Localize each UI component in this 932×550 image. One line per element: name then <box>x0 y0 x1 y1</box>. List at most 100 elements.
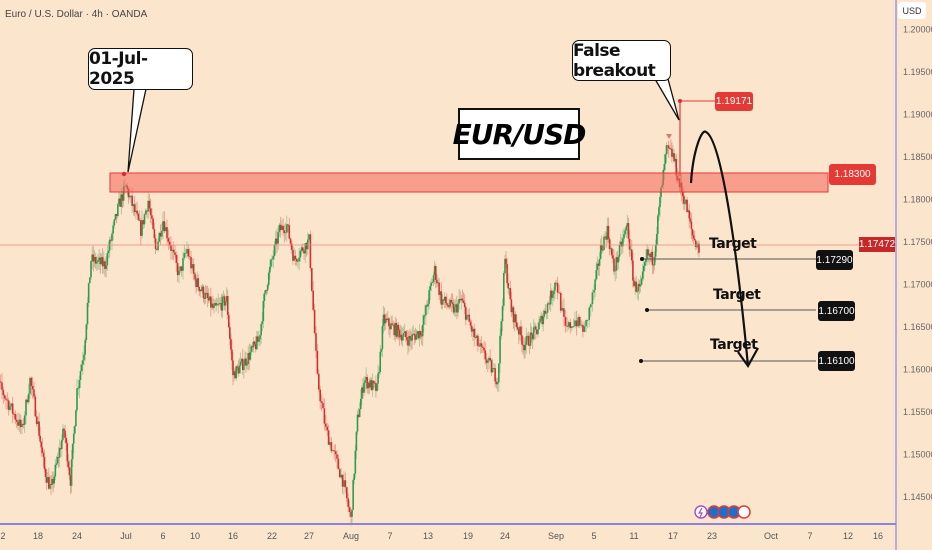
candle-body <box>327 430 330 445</box>
price-tick-label: 1.18000 <box>903 195 932 205</box>
candle-body <box>410 338 412 341</box>
candle-body <box>356 414 359 432</box>
candle-body <box>668 148 671 150</box>
candle-body <box>467 314 469 316</box>
price-tick-label: 1.18500 <box>903 152 932 162</box>
candle-body <box>64 430 66 438</box>
candle-body <box>542 316 545 325</box>
time-axis[interactable]: 2 18 24 Jul 6 10 16 22 27 Aug 7 13 19 24 Sep 5 11 17 23 Oct… <box>0 531 883 541</box>
candle-body <box>48 477 50 489</box>
candle-body <box>300 247 303 251</box>
candle-body <box>246 364 248 366</box>
candle-body <box>654 245 657 257</box>
candle-body <box>505 258 507 265</box>
candle-body <box>31 385 34 390</box>
candle-body <box>524 344 526 351</box>
candle-body <box>365 377 367 381</box>
candle-body <box>202 286 205 299</box>
candle-body <box>451 302 454 304</box>
candle-body <box>76 388 78 411</box>
candle-body <box>489 357 491 361</box>
candle-body <box>158 232 161 242</box>
candle-body <box>118 198 120 205</box>
candle-body <box>516 327 519 330</box>
date-callout[interactable]: 01-Jul-2025 <box>88 48 193 90</box>
candle-body <box>103 261 105 267</box>
candle-body <box>385 318 388 320</box>
symbol-box[interactable]: EUR/USD <box>453 108 586 160</box>
callout-tail-breakout <box>654 78 680 121</box>
time-tick-label: Aug <box>343 531 359 541</box>
candle-body <box>106 253 109 266</box>
candle-body <box>143 214 146 225</box>
candle-body <box>657 215 659 235</box>
candle-body <box>512 307 515 323</box>
candle-body <box>156 249 158 250</box>
symbol-title[interactable]: Euro / U.S. Dollar · 4h · OANDA <box>5 9 148 20</box>
candle-body <box>436 280 438 284</box>
price-tick-label: 1.14500 <box>903 492 932 502</box>
candle-body <box>472 328 474 332</box>
candle-body <box>346 487 348 499</box>
candle-body <box>533 326 536 328</box>
target-dot <box>640 257 644 261</box>
candle-body <box>546 303 549 313</box>
candle-body <box>638 283 641 287</box>
candle-body <box>536 329 538 335</box>
candle-body <box>117 204 119 217</box>
candle-body <box>265 290 268 291</box>
candle-body <box>398 330 401 338</box>
candle-body <box>684 203 686 205</box>
candle-body <box>641 271 644 279</box>
time-tick-label: 10 <box>190 531 200 541</box>
candle-body <box>569 322 572 329</box>
time-tick-label: 16 <box>228 531 238 541</box>
time-tick-label: Oct <box>764 531 779 541</box>
candle-body <box>514 314 517 323</box>
resistance-zone[interactable] <box>109 172 829 193</box>
candle-body <box>0 381 2 383</box>
candle-body <box>389 326 391 330</box>
candle-body <box>688 210 691 219</box>
candle-body <box>586 319 589 321</box>
candle-body <box>627 223 630 239</box>
target-lines <box>641 258 816 362</box>
candle-body <box>293 255 295 261</box>
candle-body <box>561 308 564 311</box>
candle-body <box>93 257 96 262</box>
candle-body <box>604 236 606 238</box>
candle-body <box>339 469 341 478</box>
candle-body <box>84 340 86 355</box>
candle-body <box>283 230 286 234</box>
candle-body <box>226 295 229 315</box>
candle-body <box>19 419 22 428</box>
candle-body <box>692 235 695 239</box>
currency-badge[interactable]: USD <box>898 2 926 19</box>
candle-body <box>438 282 440 295</box>
candle-body <box>323 408 326 424</box>
candle-body <box>448 306 450 308</box>
price-axis[interactable]: 1.20000 1.19500 1.19000 1.18500 1.18000 1.175… <box>903 25 932 503</box>
candle-body <box>393 324 396 336</box>
candle-body <box>131 195 133 207</box>
candle-body <box>337 458 340 470</box>
candle-body <box>366 377 369 389</box>
breakout-callout[interactable]: False breakout <box>572 40 671 81</box>
candle-body <box>121 194 124 201</box>
candle-body <box>284 232 287 234</box>
candle-body <box>154 238 157 250</box>
event-icons[interactable] <box>694 505 751 519</box>
candle-body <box>380 349 383 352</box>
candle-body <box>605 236 608 240</box>
candle-body <box>46 477 49 483</box>
candle-body <box>59 448 62 450</box>
candle-body <box>104 261 106 269</box>
candle-body <box>485 359 488 363</box>
candle-body <box>164 227 167 232</box>
candle-body <box>648 253 650 256</box>
candle-body <box>50 484 52 486</box>
candle-body <box>652 264 655 266</box>
candle-body <box>511 307 514 313</box>
candle-body <box>13 413 15 415</box>
